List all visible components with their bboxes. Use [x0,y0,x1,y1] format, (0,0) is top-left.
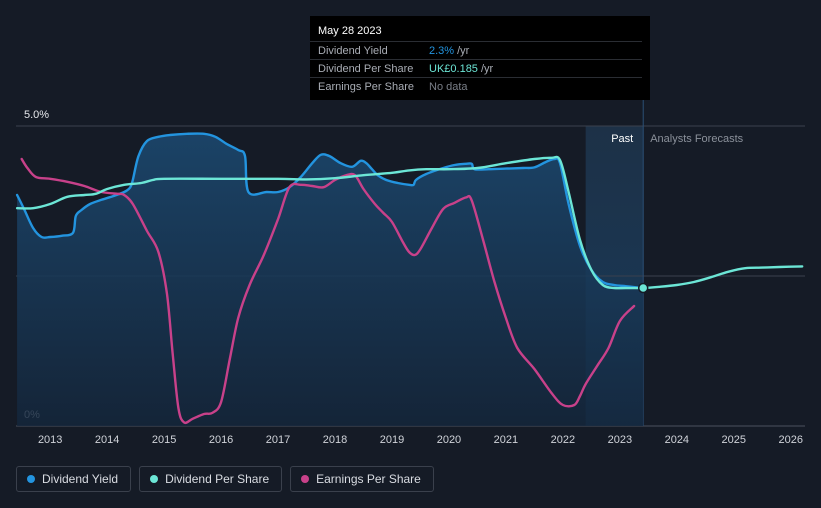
tooltip-label: Dividend Per Share [318,63,414,75]
x-tick-label: 2023 [608,434,632,446]
legend-item-earnings-per-share[interactable]: Earnings Per Share [290,466,434,492]
tooltip-value: 2.3%/yr [429,45,469,57]
x-tick-label: 2019 [380,434,404,446]
x-tick-label: 2021 [494,434,518,446]
earnings-per-share-line [20,157,636,425]
tooltip-value-number: UK£0.185 [429,63,478,75]
tooltip-value-unit: /yr [480,63,494,75]
past-label: Past [611,133,633,145]
legend-item-dividend-yield[interactable]: Dividend Yield [16,466,132,492]
forecast-label: Analysts Forecasts [650,133,743,145]
tooltip-row-earnings-per-share: Earnings Per Share No data [310,77,642,95]
y-tick-label-top: 5.0% [24,109,49,121]
x-tick-label: 2024 [665,434,689,446]
x-tick-label: 2015 [152,434,176,446]
x-tick-label: 2013 [38,434,62,446]
tooltip-value: No data [429,81,471,93]
legend-dot-icon [301,475,310,483]
highlight-point-marker [637,282,649,294]
x-tick-label: 2020 [437,434,461,446]
tooltip-date: May 28 2023 [318,25,382,37]
legend-label: Dividend Yield [42,472,119,486]
legend-dot-icon [150,475,159,483]
tooltip: May 28 2023 Dividend Yield 2.3%/yr Divid… [310,16,650,100]
x-tick-label: 2014 [95,434,119,446]
legend-label: Dividend Per Share [165,472,270,486]
tooltip-label: Earnings Per Share [318,81,414,93]
tooltip-value: UK£0.185/yr [429,63,493,75]
x-tick-label: 2018 [323,434,347,446]
tooltip-label: Dividend Yield [318,45,388,57]
x-tick-label: 2025 [722,434,746,446]
tooltip-row-dividend-per-share: Dividend Per Share UK£0.185/yr [310,59,642,77]
x-tick-label: 2016 [209,434,233,446]
dividend-yield-line [15,132,645,290]
legend-item-dividend-per-share[interactable]: Dividend Per Share [139,466,283,492]
legend-dot-icon [27,475,35,483]
tooltip-value-unit: /yr [457,45,470,57]
x-tick-label: 2026 [779,434,803,446]
tooltip-row-dividend-yield: Dividend Yield 2.3%/yr [310,41,642,59]
legend: Dividend Yield Dividend Per Share Earnin… [16,466,434,494]
dividend-per-share-line [15,155,804,290]
tooltip-value-number: No data [429,81,468,93]
x-tick-label: 2022 [551,434,575,446]
legend-label: Earnings Per Share [316,472,421,486]
tooltip-value-number: 2.3% [429,45,455,57]
x-tick-label: 2017 [266,434,290,446]
